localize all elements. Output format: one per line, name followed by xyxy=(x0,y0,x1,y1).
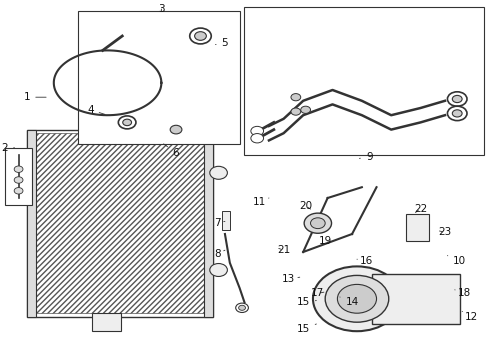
Circle shape xyxy=(189,28,211,44)
Circle shape xyxy=(14,188,23,194)
Bar xyxy=(222,211,229,230)
Text: 18: 18 xyxy=(454,288,470,298)
Circle shape xyxy=(300,106,310,113)
Circle shape xyxy=(304,213,331,233)
Circle shape xyxy=(14,177,23,183)
Text: 9: 9 xyxy=(359,152,372,162)
Bar xyxy=(32,133,207,313)
Circle shape xyxy=(310,218,325,229)
Circle shape xyxy=(194,32,206,40)
Bar xyxy=(27,130,36,317)
Circle shape xyxy=(235,303,248,312)
Circle shape xyxy=(447,92,466,106)
Circle shape xyxy=(290,94,300,101)
Circle shape xyxy=(170,125,182,134)
Bar xyxy=(405,214,428,241)
Text: 23: 23 xyxy=(437,227,451,237)
Circle shape xyxy=(122,119,131,126)
Text: 10: 10 xyxy=(447,256,465,266)
Circle shape xyxy=(250,126,263,136)
Text: 14: 14 xyxy=(339,297,358,307)
Text: 17: 17 xyxy=(310,288,324,298)
Text: 5: 5 xyxy=(215,38,228,48)
Bar xyxy=(371,274,459,324)
Circle shape xyxy=(250,134,263,143)
Text: 11: 11 xyxy=(252,197,268,207)
Bar xyxy=(92,313,121,331)
Text: 3: 3 xyxy=(158,4,164,14)
Circle shape xyxy=(337,284,376,313)
Text: 6: 6 xyxy=(163,144,179,158)
Bar xyxy=(244,7,483,155)
Text: 12: 12 xyxy=(461,311,478,322)
Text: 16: 16 xyxy=(356,256,373,266)
Text: 15: 15 xyxy=(296,324,316,334)
Text: 2: 2 xyxy=(1,143,14,153)
Circle shape xyxy=(118,116,136,129)
Text: 21: 21 xyxy=(276,245,290,255)
Bar xyxy=(27,130,212,317)
Text: 19: 19 xyxy=(318,236,331,246)
Text: 8: 8 xyxy=(214,249,224,259)
Text: 15: 15 xyxy=(296,297,316,307)
Text: 1: 1 xyxy=(23,92,46,102)
Circle shape xyxy=(325,275,388,322)
Text: 4: 4 xyxy=(87,105,105,115)
Text: 20: 20 xyxy=(299,201,311,211)
Circle shape xyxy=(312,266,400,331)
Circle shape xyxy=(209,166,227,179)
Text: 7: 7 xyxy=(214,218,224,228)
Circle shape xyxy=(451,110,461,117)
Circle shape xyxy=(238,305,245,310)
Bar xyxy=(78,11,239,144)
Text: 13: 13 xyxy=(281,274,299,284)
Circle shape xyxy=(290,108,300,115)
Text: 22: 22 xyxy=(413,204,427,214)
Circle shape xyxy=(451,95,461,103)
Bar xyxy=(5,148,32,205)
Circle shape xyxy=(447,106,466,121)
Circle shape xyxy=(209,264,227,276)
Bar xyxy=(203,130,212,317)
Circle shape xyxy=(14,166,23,172)
